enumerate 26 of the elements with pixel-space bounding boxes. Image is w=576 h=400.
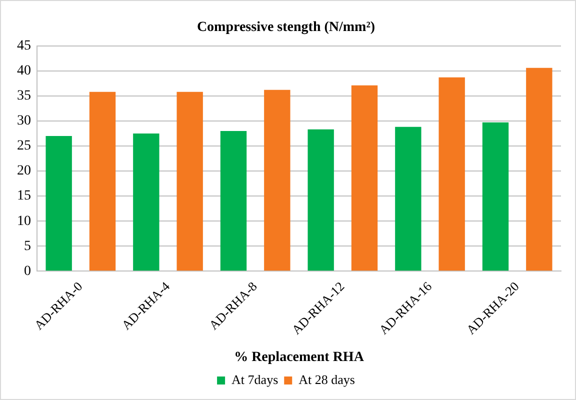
y-tick-label: 25 <box>17 138 31 154</box>
y-tick-label: 20 <box>17 164 31 179</box>
bar <box>526 68 552 271</box>
legend-label: At 28 days <box>298 372 355 387</box>
bar <box>308 129 334 271</box>
bar <box>176 92 203 271</box>
y-tick-label: 40 <box>17 64 31 79</box>
y-tick-label: 0 <box>24 264 31 279</box>
y-tick-label: 5 <box>24 238 31 254</box>
bar <box>264 90 290 271</box>
legend-label: At 7days <box>232 372 278 387</box>
bar <box>482 122 509 271</box>
bar <box>220 130 247 271</box>
y-tick-label: 15 <box>17 188 31 204</box>
bar <box>46 136 72 271</box>
y-tick-label: 35 <box>17 88 31 104</box>
bar <box>395 126 422 271</box>
x-axis-title: % Replacement RHA <box>234 350 365 366</box>
y-tick-label: 30 <box>17 114 31 129</box>
bar <box>438 77 465 271</box>
bar <box>351 85 378 271</box>
y-tick-label: 45 <box>17 38 31 54</box>
bar <box>89 92 116 271</box>
bar <box>133 133 160 271</box>
y-tick-label: 10 <box>17 214 31 229</box>
chart-title: Compressive stength (N/mm²) <box>196 20 376 36</box>
